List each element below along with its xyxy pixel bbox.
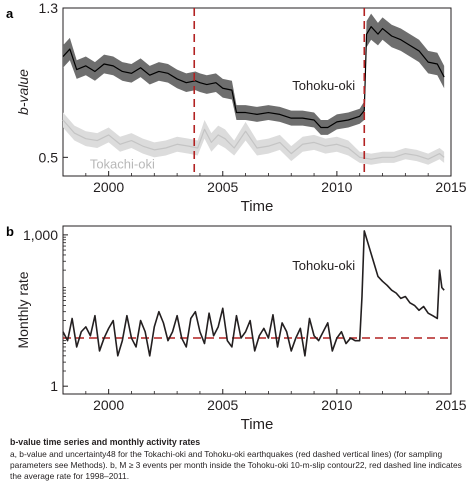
caption-title: b-value time series and monthly activity… xyxy=(10,437,201,447)
uncertainty-band xyxy=(63,13,445,135)
x-tick-label: 2010 xyxy=(321,397,352,413)
panel-label-a: a xyxy=(6,6,14,21)
y-tick-label: 1 xyxy=(50,378,58,394)
plot-frame xyxy=(62,7,452,177)
series-annotation: Tohoku-oki xyxy=(292,258,355,273)
y-axis-label: Monthly rate xyxy=(15,271,31,348)
x-tick-label: 2005 xyxy=(207,179,238,195)
figure: a 0.5 1.3 2000 2005 2010 2015 Time b-value Tohok… xyxy=(6,0,467,432)
series-line xyxy=(62,230,445,357)
x-tick-label: 2010 xyxy=(321,179,352,195)
caption-text: a, b-value and uncertainty48 for the Tok… xyxy=(10,449,462,481)
y-tick-label: 0.5 xyxy=(39,149,59,165)
x-axis-label: Time xyxy=(241,198,274,215)
panel-b-plot: 1 1,000 2000 2005 2010 2015 Time Monthly rate To… xyxy=(15,225,467,432)
x-tick-label: 2005 xyxy=(207,397,238,413)
series-annotation: Tokachi-oki xyxy=(90,157,155,172)
y-tick-label: 1.3 xyxy=(39,0,59,16)
x-tick-label: 2015 xyxy=(435,397,466,413)
panel-a-plot: 0.5 1.3 2000 2005 2010 2015 Time b-value Tohoku-… xyxy=(15,0,467,215)
uncertainty-band xyxy=(63,112,445,165)
x-tick-label: 2000 xyxy=(93,397,124,413)
plot-frame xyxy=(62,225,452,395)
panel-label-b: b xyxy=(6,224,14,239)
x-tick-label: 2015 xyxy=(435,179,466,195)
x-axis-label: Time xyxy=(241,416,274,432)
y-axis-label: b-value xyxy=(15,69,31,115)
y-tick-label: 1,000 xyxy=(23,227,58,243)
figure-caption: b-value time series and monthly activity… xyxy=(10,437,465,482)
x-tick-label: 2000 xyxy=(93,179,124,195)
series-line xyxy=(62,26,445,129)
series-annotation: Tohoku-oki xyxy=(292,78,355,93)
series-line xyxy=(62,119,445,160)
